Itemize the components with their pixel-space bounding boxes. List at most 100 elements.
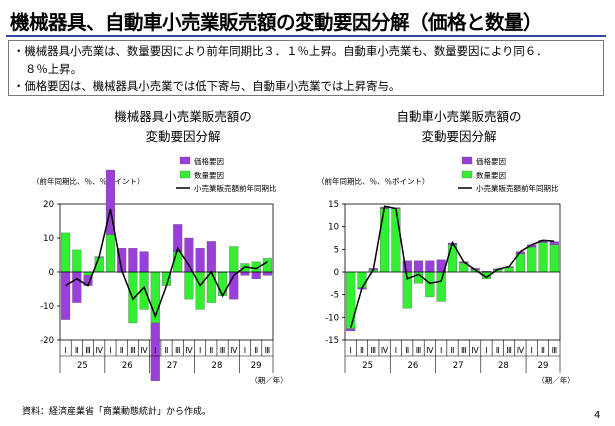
chart1-year-label: 25 (77, 361, 88, 371)
chart1-price-bar (173, 224, 183, 252)
chart2-xtick-label: Ⅱ (360, 346, 364, 355)
chart2-year-label: 27 (453, 361, 464, 371)
chart2-quantity-bar (538, 242, 548, 273)
chart2-xtick-label: Ⅳ (381, 346, 389, 355)
chart2-ytick-label: 15 (328, 200, 339, 210)
chart2-xtick-label: Ⅲ (506, 346, 512, 355)
chart2-quantity-bar (436, 271, 446, 302)
chart2-year-label: 25 (362, 361, 373, 371)
chart1-year-label: 28 (212, 361, 223, 371)
chart1-year-label: 29 (251, 361, 262, 371)
chart2-legend-price: 価格要因 (476, 156, 506, 166)
title-underline (6, 35, 606, 37)
chart2-quantity-bar (380, 208, 390, 273)
chart1-legend-quantity: 数量要因 (194, 170, 224, 180)
source-note: 資料：経済産業省「商業動態統計」から作成。 (22, 407, 212, 417)
chart1-ytick-label: 0 (49, 268, 54, 278)
chart2-total-line (349, 205, 555, 329)
chart2-xtick-label: Ⅳ (471, 346, 479, 355)
chart2-quantity-bar (527, 246, 537, 273)
chart2-quantity-bar (346, 271, 356, 329)
chart2-quantity-bar (425, 271, 435, 298)
chart1-ytick-label: 20 (43, 200, 54, 210)
chart2-xtick-label: Ⅱ (451, 346, 455, 355)
chart1-xtick-label: Ⅲ (175, 346, 181, 355)
chart1-xtick-label: Ⅳ (185, 346, 193, 355)
chart1-price-bar (105, 169, 115, 235)
chart1-xtick-label: Ⅰ (244, 346, 246, 355)
chart1-legend-price: 価格要因 (194, 156, 224, 166)
chart2-title: 自動車小売業販売額の 変動要因分解 (344, 107, 574, 147)
chart2-xtick-label: Ⅰ (395, 346, 397, 355)
chart1-xtick-label: Ⅱ (120, 346, 124, 355)
summary-line-1: ・機械器具小売業は、数量要因により前年同期比３．１％上昇。自動車小売業も、数量要… (13, 44, 548, 58)
summary-line-1-cont: ８％上昇。 (25, 61, 82, 76)
chart1-xtick-label: Ⅱ (209, 346, 213, 355)
chart2-year-label: 28 (498, 361, 509, 371)
chart2-xtick-label: Ⅱ (405, 346, 409, 355)
chart2-xtick-label: Ⅲ (461, 346, 467, 355)
summary-line-2: ・価格要因は、機械器具小売業では低下寄与、自動車小売業では上昇寄与。 (13, 79, 401, 93)
chart1-xtick-label: Ⅰ (64, 346, 66, 355)
chart2-year-label: 26 (407, 361, 418, 371)
chart1-year-label: 26 (122, 361, 133, 371)
page-number: 4 (594, 410, 601, 421)
chart1-title-line2: 変動要因分解 (145, 129, 221, 144)
chart2-xtick-label: Ⅱ (541, 346, 545, 355)
chart2-legend-total: 小売業販売額前年同期比 (476, 183, 559, 193)
chart2-ytick-label: -10 (325, 313, 339, 323)
chart1-ylabel: （前年同期比、％、％ポイント） (32, 176, 145, 186)
chart2-ytick-label: 10 (328, 223, 339, 233)
chart2-title-line1: 自動車小売業販売額の (396, 109, 522, 124)
summary-box: ・機械器具小売業は、数量要因により前年同期比３．１％上昇。自動車小売業も、数量要… (8, 40, 604, 96)
chart2-ytick-label: -5 (331, 291, 339, 301)
chart2-quantity-bar (549, 244, 559, 273)
chart2-legend-quantity: 数量要因 (476, 170, 506, 180)
chart1-xtick-label: Ⅰ (109, 346, 111, 355)
chart2-xlabel: （期／年） (537, 375, 575, 385)
chart2-ytick-label: 0 (334, 268, 339, 278)
chart1-legend-total: 小売業販売額前年同期比 (194, 183, 277, 193)
chart1-legend-quantity-swatch (179, 170, 191, 179)
chart2-price-bar (413, 260, 424, 273)
chart2-quantity-bar (504, 267, 514, 273)
chart1-price-bar (150, 322, 160, 381)
chart1-ytick-label: 10 (43, 234, 54, 244)
chart1-title: 機械器具小売業販売額の 変動要因分解 (68, 107, 298, 147)
chart2-xtick-label: Ⅳ (426, 346, 434, 355)
chart1-xtick-label: Ⅰ (154, 346, 156, 355)
chart2-price-bar (346, 328, 356, 332)
chart2-xtick-label: Ⅰ (531, 346, 533, 355)
chart2-xtick-label: Ⅲ (371, 346, 377, 355)
chart1-total-line (65, 208, 268, 319)
chart2-quantity-bar (391, 208, 401, 273)
chart1-ytick-label: -20 (40, 336, 54, 346)
chart1-xtick-label: Ⅲ (130, 346, 136, 355)
chart1-xtick-label: Ⅳ (230, 346, 238, 355)
chart2-xtick-label: Ⅲ (416, 346, 422, 355)
chart2-xtick-label: Ⅲ (552, 346, 558, 355)
chart1-xtick-label: Ⅲ (85, 346, 91, 355)
chart2-ytick-label: -15 (325, 336, 339, 346)
chart1-xtick-label: Ⅲ (220, 346, 226, 355)
chart1-xlabel: （期／年） (250, 375, 288, 385)
chart1-xtick-label: Ⅱ (75, 346, 79, 355)
chart1-legend-price-swatch (179, 156, 191, 165)
chart1-title-line1: 機械器具小売業販売額の (114, 109, 252, 124)
chart2-ylabel: （前年同期比、％、％ポイント） (317, 176, 430, 186)
chart2-xtick-label: Ⅳ (517, 346, 525, 355)
chart2-xtick-label: Ⅰ (485, 346, 487, 355)
chart1-xtick-label: Ⅲ (265, 346, 271, 355)
chart1-ytick-label: -10 (40, 302, 54, 312)
chart1-xtick-label: Ⅰ (199, 346, 201, 355)
chart2-year-label: 29 (538, 361, 549, 371)
chart2-xtick-label: Ⅰ (349, 346, 351, 355)
chart1-year-label: 27 (167, 361, 178, 371)
chart2-legend-quantity-swatch (461, 170, 473, 179)
chart2-xtick-label: Ⅱ (496, 346, 500, 355)
chart2-quantity-bar (357, 271, 367, 289)
chart2-title-line2: 変動要因分解 (421, 129, 497, 144)
chart2-price-bar (425, 260, 435, 273)
